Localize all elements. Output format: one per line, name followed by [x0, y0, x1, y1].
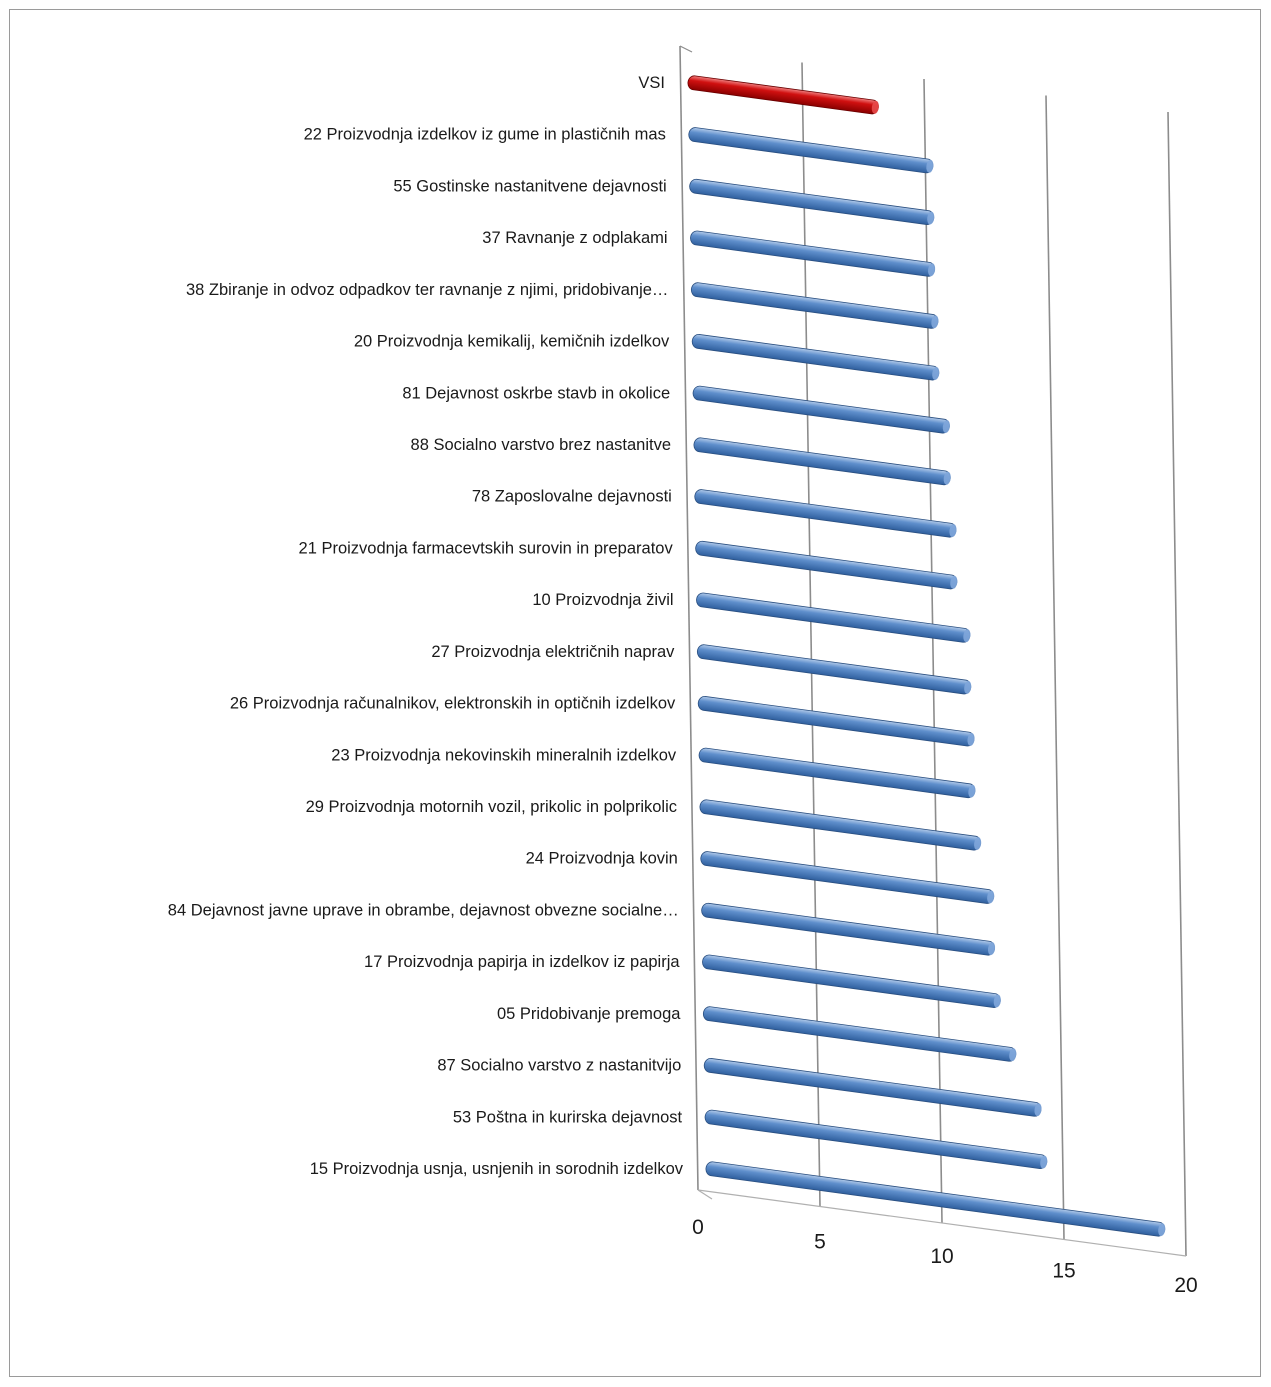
bar-17 — [702, 954, 1001, 1008]
bar-7 — [693, 437, 951, 486]
category-label-20: 53 Poštna in kurirska dejavnost — [453, 1108, 683, 1126]
category-label-19: 87 Socialno varstvo z nastanitvijo — [437, 1057, 681, 1075]
chart-frame — [9, 9, 1261, 1377]
bar-20 — [704, 1109, 1048, 1170]
x-axis-tick-labels: 0 5 10 15 20 — [692, 1216, 1198, 1297]
gridline-20 — [1167, 111, 1187, 1257]
bar-13 — [698, 747, 976, 799]
category-label-5: 20 Proizvodnja kemikalij, kemičnih izdel… — [354, 333, 670, 351]
bar-11 — [696, 644, 972, 695]
category-label-21: 15 Proizvodnja usnja, usnjenih in sorodn… — [310, 1160, 684, 1178]
bar-16 — [701, 902, 996, 956]
bar-19 — [703, 1058, 1042, 1117]
category-label-11: 27 Proizvodnja električnih naprav — [431, 643, 675, 661]
category-labels: VSI 22 Proizvodnja izdelkov iz gume in pl… — [168, 74, 684, 1178]
category-label-3: 37 Ravnanje z odplakami — [482, 229, 667, 247]
bars — [687, 75, 1166, 1237]
category-label-2: 55 Gostinske nastanitvene dejavnosti — [393, 177, 666, 195]
category-label-15: 24 Proizvodnja kovin — [526, 850, 678, 868]
gridline-0 — [679, 45, 699, 1191]
category-label-9: 21 Proizvodnja farmacevtskih surovin in … — [299, 539, 674, 557]
floor-side-edge — [697, 1189, 713, 1200]
bar-15 — [700, 851, 995, 904]
bar-4 — [690, 282, 939, 329]
wall-top-edge — [679, 45, 693, 53]
bar-14 — [699, 799, 982, 851]
category-label-7: 88 Socialno varstvo brez nastanitve — [411, 436, 671, 454]
category-label-8: 78 Zaposlovalne dejavnosti — [472, 488, 672, 506]
category-label-14: 29 Proizvodnja motornih vozil, prikolic … — [306, 798, 677, 816]
bar-5 — [691, 334, 940, 381]
x-tick-label-15: 15 — [1052, 1260, 1075, 1283]
category-label-17: 17 Proizvodnja papirja in izdelkov iz pa… — [364, 953, 680, 971]
floor-back-edge — [697, 1189, 1187, 1257]
category-label-16: 84 Dejavnost javne uprave in obrambe, de… — [168, 901, 679, 919]
category-label-1: 22 Proizvodnja izdelkov iz gume in plast… — [304, 126, 666, 144]
x-tick-label-5: 5 — [814, 1231, 826, 1254]
x-tick-label-0: 0 — [692, 1216, 704, 1239]
bar-12 — [697, 696, 975, 747]
category-label-18: 05 Pridobivanje premoga — [497, 1005, 681, 1023]
x-tick-label-10: 10 — [930, 1245, 953, 1268]
bar-0 — [687, 75, 879, 115]
category-label-12: 26 Proizvodnja računalnikov, elektronski… — [230, 695, 676, 713]
gridline-15 — [1045, 95, 1065, 1240]
bar-21 — [705, 1161, 1166, 1237]
bar-3 — [690, 230, 936, 277]
category-label-0: VSI — [638, 74, 665, 92]
bar-18 — [702, 1006, 1017, 1062]
bar-10 — [696, 592, 971, 643]
category-label-10: 10 Proizvodnja živil — [532, 591, 673, 609]
category-label-4: 38 Zbiranje in odvoz odpadkov ter ravnan… — [186, 281, 668, 299]
category-label-6: 81 Dejavnost oskrbe stavb in okolice — [402, 384, 670, 402]
bar-6 — [692, 385, 950, 434]
category-label-13: 23 Proizvodnja nekovinskih mineralnih iz… — [331, 746, 677, 764]
bar-2 — [689, 178, 935, 225]
bar-9 — [695, 540, 958, 590]
bar-1 — [688, 127, 934, 174]
x-tick-label-20: 20 — [1174, 1274, 1197, 1297]
bar-8 — [694, 489, 957, 538]
